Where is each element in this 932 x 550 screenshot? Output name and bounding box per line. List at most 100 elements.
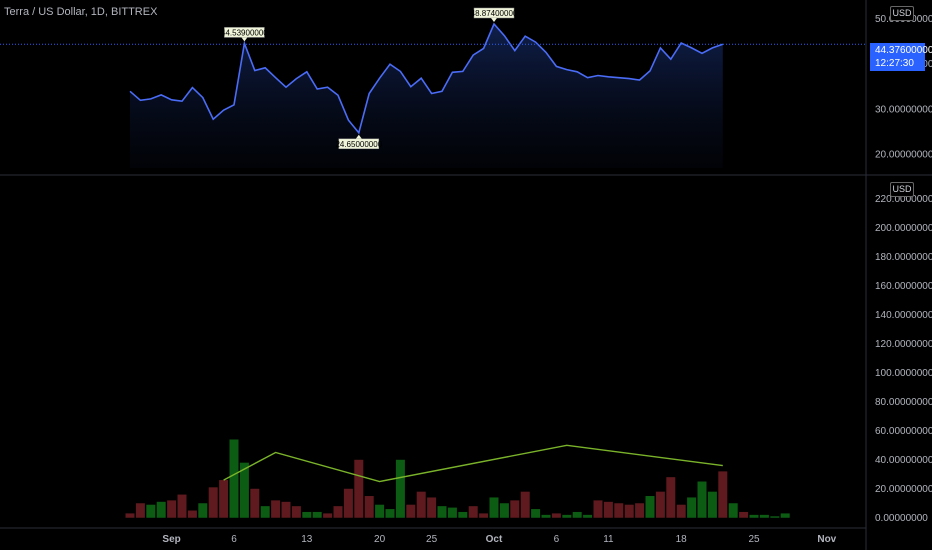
volume-axis-tick: 160.00000000	[875, 281, 932, 292]
extreme-label: 44.53900000	[221, 28, 268, 37]
volume-bar	[531, 509, 541, 518]
volume-bar	[323, 513, 333, 518]
volume-bar	[666, 477, 676, 518]
volume-axis-tick: 180.00000000	[875, 252, 932, 263]
volume-ma-line	[223, 444, 723, 483]
volume-bar	[551, 513, 561, 518]
volume-bar	[707, 491, 717, 518]
price-line	[129, 22, 724, 135]
volume-bar	[375, 504, 385, 518]
volume-bar	[343, 488, 353, 518]
volume-bar	[499, 503, 509, 518]
time-axis-label: Nov	[817, 534, 836, 545]
volume-bar	[645, 496, 655, 518]
time-axis-label: 6	[554, 534, 560, 545]
volume-bar	[541, 514, 551, 518]
volume-bar	[468, 506, 478, 518]
volume-bar	[458, 511, 468, 518]
time-axis-label: 11	[603, 534, 614, 545]
volume-bar	[687, 497, 697, 518]
volume-bar	[624, 504, 634, 518]
price-currency-badge[interactable]: USD	[890, 6, 914, 21]
volume-bar	[406, 504, 416, 518]
volume-axis-tick: 220.00000000	[875, 194, 932, 205]
volume-bar	[416, 491, 426, 518]
volume-bar	[749, 514, 759, 518]
time-axis-label: 18	[676, 534, 688, 545]
volume-bar	[635, 503, 645, 518]
price-pane[interactable]: 44.53900000 48.87400000 24.65000000	[0, 7, 866, 168]
extreme-label: 48.87400000	[471, 9, 518, 18]
volume-bar	[614, 503, 624, 518]
volume-bar	[198, 503, 208, 518]
volume-bar	[728, 503, 738, 518]
time-axis-label: 20	[374, 534, 386, 545]
volume-bar	[510, 500, 520, 518]
volume-axis-tick: 0.00000000	[875, 513, 928, 524]
price-area-fill	[130, 24, 723, 168]
volume-bar	[156, 501, 166, 518]
price-axis-tick: 30.00000000	[875, 104, 932, 115]
extreme-label-pointer	[355, 134, 362, 139]
volume-bar	[250, 488, 260, 518]
time-axis-label: 6	[231, 534, 237, 545]
volume-bar	[333, 506, 343, 518]
volume-bar	[583, 514, 593, 518]
volume-bar	[146, 504, 156, 518]
extreme-label: 24.65000000	[335, 140, 382, 149]
volume-bar	[208, 487, 218, 518]
volume-bar	[520, 491, 530, 518]
volume-bar	[718, 471, 728, 518]
volume-bar	[479, 513, 489, 518]
volume-bar	[167, 500, 177, 518]
volume-bar	[364, 496, 374, 518]
volume-bar	[427, 497, 437, 518]
volume-bar	[770, 516, 780, 518]
volume-bar	[271, 500, 281, 518]
volume-bar	[260, 506, 270, 518]
volume-axis-tick: 40.00000000	[875, 455, 932, 466]
volume-bar	[562, 514, 572, 518]
last-price-value: 44.37600000	[875, 45, 932, 56]
volume-bar	[489, 497, 499, 518]
volume-bar	[780, 513, 790, 518]
price-axis-tick: 20.00000000	[875, 149, 932, 160]
volume-axis-tick: 80.00000000	[875, 397, 932, 408]
volume-bar	[395, 459, 405, 518]
time-axis-label: 25	[426, 534, 438, 545]
volume-axis-tick: 120.00000000	[875, 339, 932, 350]
volume-axis-tick: 200.00000000	[875, 223, 932, 234]
volume-bar	[437, 506, 447, 518]
time-axis-label: Sep	[162, 534, 180, 545]
volume-bar	[239, 462, 249, 518]
countdown-timer: 12:27:30	[875, 58, 914, 69]
last-price-tag: 44.37600000 12:27:30	[870, 43, 932, 71]
volume-bar	[177, 494, 187, 518]
volume-bar	[312, 511, 322, 518]
volume-bar	[281, 501, 291, 518]
volume-axis-tick: 20.00000000	[875, 484, 932, 495]
time-axis-label: 25	[748, 534, 760, 545]
volume-bar	[302, 511, 312, 518]
volume-bar	[697, 481, 707, 518]
volume-bar	[655, 491, 665, 518]
volume-pane[interactable]	[125, 439, 790, 518]
time-axis-label: Oct	[486, 534, 503, 545]
volume-axis-tick: 140.00000000	[875, 310, 932, 321]
volume-bar	[354, 459, 364, 518]
volume-bar	[187, 510, 197, 518]
volume-bar	[739, 511, 749, 518]
extreme-label-pointer	[241, 37, 248, 42]
volume-bar	[219, 480, 229, 518]
volume-bar	[603, 501, 613, 518]
volume-bar	[593, 500, 603, 518]
symbol-title[interactable]: Terra / US Dollar, 1D, BITTREX	[4, 6, 158, 18]
volume-bar	[125, 513, 135, 518]
volume-bar	[572, 511, 582, 518]
volume-bar	[676, 504, 686, 518]
volume-bar	[291, 506, 301, 518]
volume-currency-badge[interactable]: USD	[890, 182, 914, 197]
volume-axis-tick: 60.00000000	[875, 426, 932, 437]
volume-bar	[385, 509, 395, 518]
